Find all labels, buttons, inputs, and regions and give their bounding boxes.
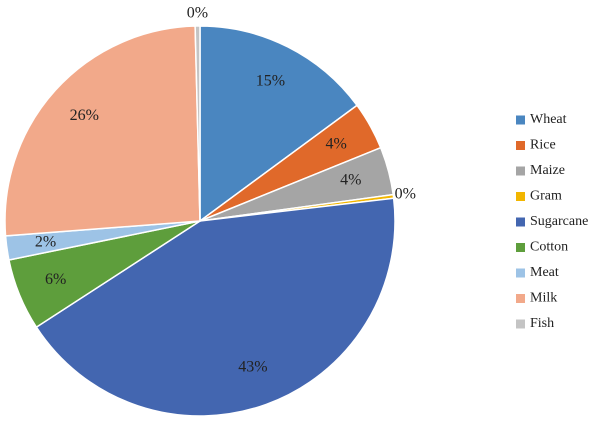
data-label: 26%: [70, 107, 99, 124]
legend-label: Maize: [530, 163, 565, 178]
legend-swatch: [516, 141, 525, 150]
legend-swatch: [516, 294, 525, 303]
legend-swatch: [516, 268, 525, 278]
data-label: 0%: [187, 5, 208, 22]
pie-slice: [194, 25, 201, 222]
legend-label: Meat: [530, 265, 559, 280]
legend-label: Wheat: [530, 112, 567, 127]
legend-label: Cotton: [530, 240, 568, 255]
pie-slice: [35, 197, 396, 417]
legend-swatch: [516, 319, 525, 329]
pie-slice: [4, 25, 201, 237]
data-label: 0%: [395, 186, 416, 203]
legend-label: Gram: [530, 189, 562, 204]
data-label: 4%: [325, 136, 346, 153]
legend-swatch: [516, 115, 525, 125]
legend-swatch: [516, 243, 525, 252]
data-label: 2%: [35, 233, 56, 250]
legend-label: Sugarcane: [530, 214, 588, 229]
legend-swatch: [516, 166, 525, 176]
data-label: 15%: [256, 72, 285, 89]
legend-swatch: [516, 217, 525, 227]
data-label: 4%: [340, 171, 361, 188]
legend-label: Rice: [530, 138, 556, 153]
legend-label: Milk: [530, 291, 557, 306]
legend-swatch: [516, 192, 525, 201]
legend-label: Fish: [530, 316, 554, 331]
pie-slice: [199, 25, 359, 223]
data-label: 6%: [45, 271, 66, 288]
data-label: 43%: [238, 358, 267, 375]
